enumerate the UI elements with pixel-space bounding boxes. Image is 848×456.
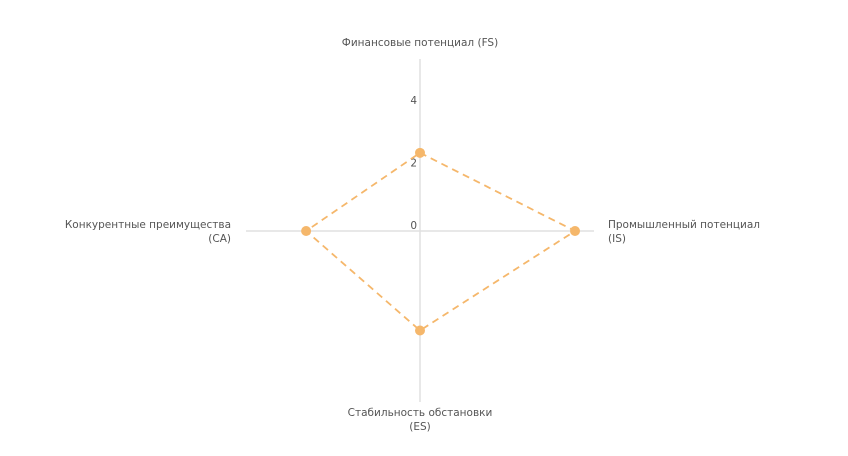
tick-label-0: 0 — [410, 220, 417, 232]
axis-label-fs-line: Финансовые потенциал (FS) — [342, 37, 498, 49]
axis-label-is: Промышленный потенциал (IS) — [608, 219, 760, 245]
axis-label-fs: Финансовые потенциал (FS) — [342, 37, 498, 49]
tick-labels: 0 2 4 — [410, 95, 417, 232]
axis-label-es-line: (ES) — [409, 421, 431, 433]
data-point-fs[interactable] — [415, 147, 425, 158]
data-point-ca[interactable] — [301, 226, 312, 236]
tick-label-4: 4 — [410, 95, 417, 107]
tick-label-2: 2 — [410, 157, 417, 169]
axis-label-ca-line: Конкурентные преимущества — [65, 219, 231, 231]
axis-label-is-line: (IS) — [608, 233, 626, 245]
series-outline — [304, 151, 577, 332]
axis-label-ca: Конкурентные преимущества (CA) — [65, 219, 231, 245]
data-point-es[interactable] — [415, 325, 425, 336]
series-points — [301, 147, 581, 336]
data-point-is[interactable] — [570, 226, 581, 236]
axis-label-ca-line: (CA) — [208, 233, 231, 245]
axis-label-es-line: Стабильность обстановки — [348, 407, 493, 419]
axis-label-es: Стабильность обстановки (ES) — [348, 407, 493, 433]
axis-labels: Финансовые потенциал (FS) Промышленный по… — [65, 37, 760, 433]
axis-label-is-line: Промышленный потенциал — [608, 219, 760, 231]
